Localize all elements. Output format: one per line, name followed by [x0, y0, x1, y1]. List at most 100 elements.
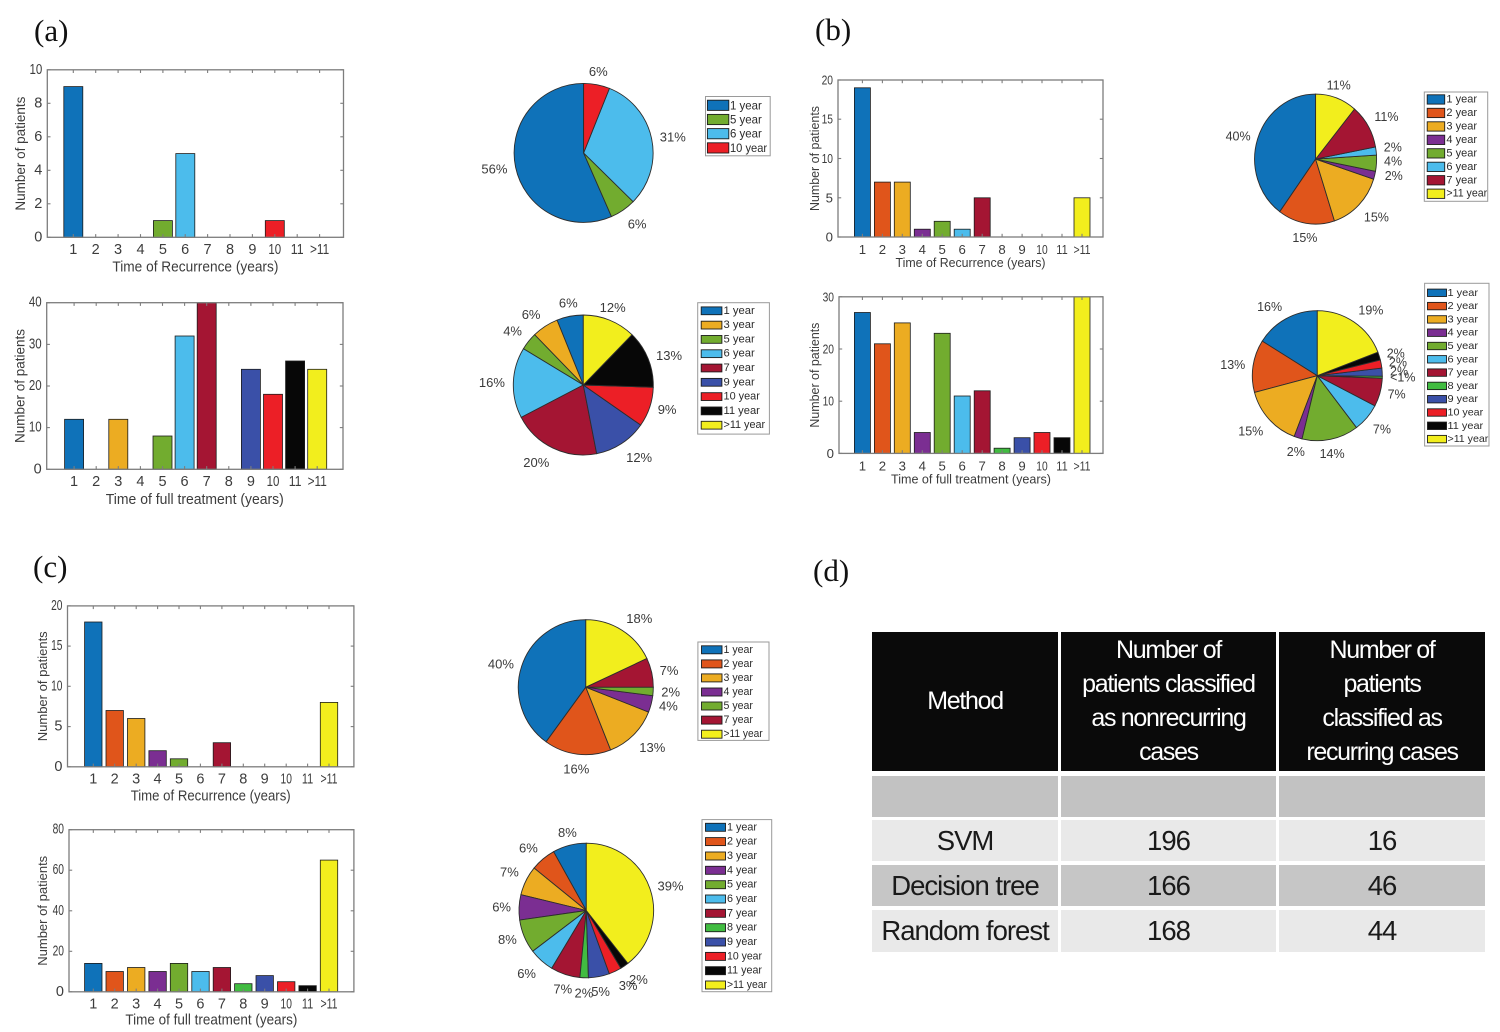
svg-text:11: 11 — [302, 771, 313, 787]
svg-text:14%: 14% — [1320, 447, 1345, 461]
svg-text:11%: 11% — [1374, 110, 1398, 124]
svg-text:5 year: 5 year — [1448, 340, 1479, 352]
svg-text:9: 9 — [261, 996, 269, 1012]
svg-text:4 year: 4 year — [1446, 134, 1477, 146]
svg-text:Time of Recurrence (years): Time of Recurrence (years) — [112, 259, 278, 275]
svg-text:2 year: 2 year — [724, 658, 754, 670]
svg-text:Number of patients: Number of patients — [808, 323, 822, 428]
svg-text:1: 1 — [859, 458, 866, 473]
svg-text:4 year: 4 year — [727, 864, 757, 876]
svg-text:20: 20 — [51, 598, 62, 614]
svg-text:20: 20 — [822, 73, 833, 88]
svg-text:6%: 6% — [589, 64, 608, 79]
svg-text:Number of patients: Number of patients — [35, 631, 50, 741]
svg-text:31%: 31% — [660, 130, 686, 145]
svg-text:30: 30 — [29, 336, 42, 352]
svg-text:1 year: 1 year — [724, 305, 756, 317]
svg-text:3 year: 3 year — [1448, 313, 1479, 325]
svg-text:6 year: 6 year — [727, 893, 757, 905]
svg-text:5: 5 — [159, 242, 167, 258]
svg-text:2%: 2% — [575, 985, 594, 1000]
svg-text:2 year: 2 year — [1446, 107, 1477, 119]
svg-text:7: 7 — [979, 242, 986, 257]
svg-text:9: 9 — [1018, 458, 1025, 473]
svg-text:7%: 7% — [660, 663, 679, 678]
svg-text:7 year: 7 year — [724, 714, 754, 726]
svg-text:7: 7 — [218, 771, 226, 787]
svg-text:20%: 20% — [523, 455, 549, 470]
svg-text:40%: 40% — [1226, 130, 1251, 144]
svg-text:6%: 6% — [628, 217, 647, 232]
svg-text:1 year: 1 year — [730, 98, 762, 112]
svg-text:6 year: 6 year — [1448, 353, 1479, 365]
svg-text:3 year: 3 year — [1446, 120, 1477, 132]
svg-text:16%: 16% — [1257, 300, 1282, 314]
svg-text:8: 8 — [34, 95, 42, 111]
svg-text:0: 0 — [56, 984, 64, 1000]
svg-text:2: 2 — [111, 771, 119, 787]
svg-text:8: 8 — [998, 242, 1005, 257]
svg-text:7%: 7% — [553, 982, 572, 997]
svg-text:1 year: 1 year — [1448, 287, 1479, 299]
svg-text:6: 6 — [34, 129, 42, 145]
svg-text:5: 5 — [54, 719, 62, 735]
svg-text:10: 10 — [268, 242, 281, 258]
svg-text:Number of patients: Number of patients — [808, 106, 822, 211]
svg-text:2%: 2% — [1287, 445, 1305, 459]
svg-text:6%: 6% — [519, 840, 538, 855]
svg-text:10: 10 — [267, 474, 280, 490]
svg-text:11: 11 — [1056, 242, 1067, 257]
svg-text:11: 11 — [302, 996, 313, 1012]
svg-text:7: 7 — [204, 242, 212, 258]
svg-text:1 year: 1 year — [1446, 94, 1477, 106]
svg-text:>11: >11 — [310, 242, 329, 258]
svg-text:13%: 13% — [639, 740, 665, 755]
svg-text:13%: 13% — [1220, 358, 1245, 372]
svg-text:5%: 5% — [591, 984, 610, 999]
svg-text:>11: >11 — [1073, 458, 1090, 473]
svg-text:12%: 12% — [600, 300, 626, 315]
svg-text:5 year: 5 year — [724, 333, 756, 345]
svg-text:10: 10 — [1036, 458, 1047, 473]
svg-text:18%: 18% — [626, 611, 652, 626]
svg-text:11: 11 — [289, 474, 302, 490]
svg-text:2%: 2% — [1389, 356, 1407, 370]
svg-text:15%: 15% — [1364, 211, 1389, 225]
svg-text:7 year: 7 year — [1448, 367, 1479, 379]
svg-text:6: 6 — [196, 996, 204, 1012]
svg-text:5: 5 — [939, 458, 946, 473]
svg-text:Number of patients: Number of patients — [13, 96, 28, 210]
svg-text:6: 6 — [959, 242, 966, 257]
svg-text:60: 60 — [53, 862, 64, 878]
svg-text:9%: 9% — [658, 402, 677, 417]
svg-text:5: 5 — [175, 771, 183, 787]
svg-text:>11: >11 — [320, 771, 337, 787]
svg-text:2%: 2% — [1385, 169, 1403, 183]
svg-text:Time of full treatment (years): Time of full treatment (years) — [106, 492, 284, 508]
svg-text:2%: 2% — [1384, 141, 1402, 155]
svg-text:4%: 4% — [659, 699, 678, 714]
svg-text:Time of full treatment (years): Time of full treatment (years) — [125, 1012, 297, 1028]
svg-text:15%: 15% — [1238, 425, 1263, 439]
svg-text:7 year: 7 year — [727, 907, 757, 919]
svg-text:2: 2 — [879, 242, 886, 257]
svg-text:7%: 7% — [1388, 387, 1406, 401]
svg-text:6%: 6% — [559, 296, 578, 311]
svg-text:13%: 13% — [656, 348, 682, 363]
svg-text:10 year: 10 year — [727, 950, 762, 962]
svg-text:9 year: 9 year — [1448, 393, 1479, 405]
svg-text:9 year: 9 year — [727, 936, 757, 948]
svg-text:5: 5 — [826, 190, 833, 205]
svg-text:3: 3 — [132, 996, 140, 1012]
svg-text:2: 2 — [92, 474, 100, 490]
svg-text:7: 7 — [218, 996, 226, 1012]
svg-text:7 year: 7 year — [724, 362, 756, 374]
svg-text:20: 20 — [823, 342, 834, 357]
svg-text:3: 3 — [899, 242, 906, 257]
svg-text:7: 7 — [979, 458, 986, 473]
svg-text:5: 5 — [158, 474, 166, 490]
svg-text:12%: 12% — [626, 450, 652, 465]
svg-text:Time of Recurrence (years): Time of Recurrence (years) — [131, 788, 291, 804]
svg-text:4: 4 — [136, 474, 144, 490]
svg-text:7%: 7% — [1373, 423, 1391, 437]
